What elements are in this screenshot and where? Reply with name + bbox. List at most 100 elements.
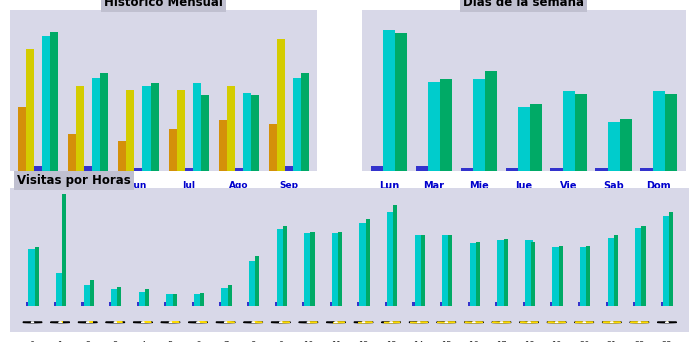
Bar [93,78,100,171]
Bar [274,302,278,306]
Bar [90,280,94,306]
Bar [310,232,315,306]
Bar [200,293,204,306]
Bar [164,302,168,306]
Bar [219,302,223,306]
Bar [269,123,277,171]
Bar [118,141,127,171]
Wedge shape [520,322,538,323]
Bar [608,238,616,306]
Wedge shape [437,322,455,323]
Circle shape [271,322,290,323]
Bar [332,233,340,306]
Bar [68,134,76,171]
Bar [551,168,562,171]
Bar [50,32,58,171]
Circle shape [299,322,318,323]
Bar [505,168,518,171]
Bar [100,73,109,171]
Bar [283,226,287,306]
Circle shape [657,322,677,323]
Bar [173,294,177,306]
Bar [18,107,26,171]
Bar [249,261,258,306]
Bar [606,302,610,306]
Bar [619,119,632,171]
Bar [525,240,533,306]
Bar [476,242,480,306]
Wedge shape [384,322,400,323]
Bar [415,235,423,306]
Bar [247,302,251,306]
Bar [194,294,202,306]
Wedge shape [603,322,621,323]
Circle shape [50,322,70,323]
Bar [518,107,530,171]
Bar [330,302,334,306]
Bar [440,79,452,171]
Bar [29,249,37,306]
Title: Días de la semana: Días de la semana [464,0,584,9]
Bar [562,91,575,171]
Wedge shape [631,322,648,323]
Bar [665,94,677,171]
Bar [498,240,505,306]
Bar [503,239,507,306]
Bar [385,302,389,306]
Bar [531,242,535,306]
Circle shape [326,322,346,323]
Bar [255,256,260,306]
Bar [118,287,122,306]
Bar [277,39,285,171]
Circle shape [464,322,484,323]
Bar [168,129,177,171]
Bar [177,90,184,171]
Bar [551,302,555,306]
Circle shape [409,322,428,323]
Bar [62,194,66,306]
Circle shape [189,322,207,323]
Bar [468,302,472,306]
Wedge shape [308,322,317,323]
Circle shape [381,322,401,323]
Bar [338,232,342,306]
Bar [578,302,582,306]
Bar [669,212,673,306]
Bar [304,233,313,306]
Bar [35,247,39,306]
Bar [136,302,141,306]
Circle shape [575,322,594,323]
Wedge shape [493,322,510,323]
Bar [448,235,452,306]
Bar [293,78,301,171]
Circle shape [436,322,456,323]
Bar [640,168,653,171]
Wedge shape [410,322,427,323]
Bar [26,302,31,306]
Bar [81,302,86,306]
Circle shape [161,322,180,323]
Bar [359,223,367,306]
Bar [395,33,407,171]
Bar [166,294,175,306]
Bar [235,168,243,171]
Bar [553,247,561,306]
Wedge shape [333,322,345,323]
Bar [440,302,444,306]
Bar [301,73,309,171]
Bar [84,285,92,306]
Bar [642,226,646,306]
Circle shape [547,322,567,323]
Bar [387,212,395,306]
Bar [661,302,665,306]
Bar [127,90,134,171]
Circle shape [492,322,511,323]
Bar [635,228,644,306]
Bar [470,244,478,306]
Bar [276,229,285,306]
Bar [413,302,417,306]
Bar [614,235,618,306]
Bar [84,166,93,171]
Bar [200,95,209,171]
Wedge shape [358,322,372,323]
